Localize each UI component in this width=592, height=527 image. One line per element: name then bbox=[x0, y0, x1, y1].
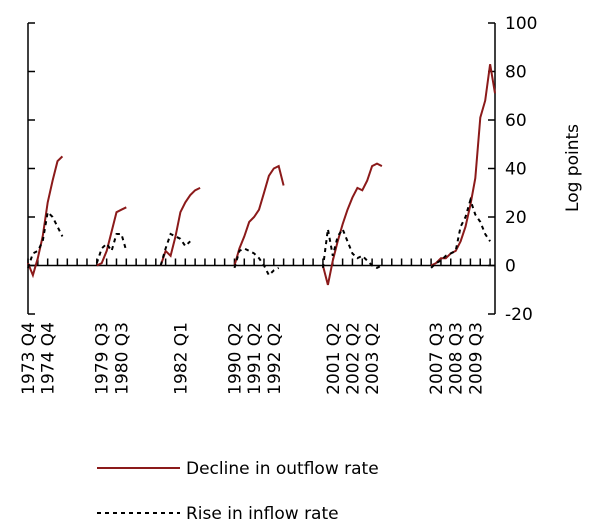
x-tick-label: 1974 Q4 bbox=[39, 322, 59, 395]
x-tick-label: 2003 Q2 bbox=[363, 322, 383, 395]
y-tick-label: 0 bbox=[505, 257, 516, 277]
x-tick-label: 1973 Q4 bbox=[19, 322, 39, 395]
legend-label: Decline in outflow rate bbox=[186, 459, 379, 479]
x-tick-label: 1980 Q3 bbox=[112, 322, 132, 395]
x-tick-label: 1982 Q1 bbox=[171, 322, 191, 395]
y-tick-label: -20 bbox=[505, 305, 533, 325]
x-tick-label: 1991 Q2 bbox=[245, 322, 265, 395]
y-tick-label: 80 bbox=[505, 63, 527, 83]
y-tick-label: 20 bbox=[505, 208, 527, 228]
y-axis-label: Log points bbox=[563, 124, 583, 212]
x-tick-label: 2002 Q2 bbox=[343, 322, 363, 395]
x-tick-label: 2007 Q3 bbox=[427, 322, 447, 395]
y-tick-label: 100 bbox=[505, 14, 537, 34]
legend-label: Rise in inflow rate bbox=[186, 504, 339, 523]
series-line bbox=[27, 64, 496, 286]
x-tick-label: 1990 Q2 bbox=[225, 322, 245, 395]
x-tick-label: 1979 Q3 bbox=[93, 322, 113, 395]
x-tick-label: 2009 Q3 bbox=[466, 322, 486, 395]
x-tick-label: 1992 Q2 bbox=[265, 322, 285, 395]
y-tick-label: 40 bbox=[505, 160, 527, 180]
y-tick-label: 60 bbox=[505, 111, 527, 131]
x-tick-label: 2001 Q2 bbox=[324, 322, 344, 395]
x-tick-label: 2008 Q3 bbox=[447, 322, 467, 395]
